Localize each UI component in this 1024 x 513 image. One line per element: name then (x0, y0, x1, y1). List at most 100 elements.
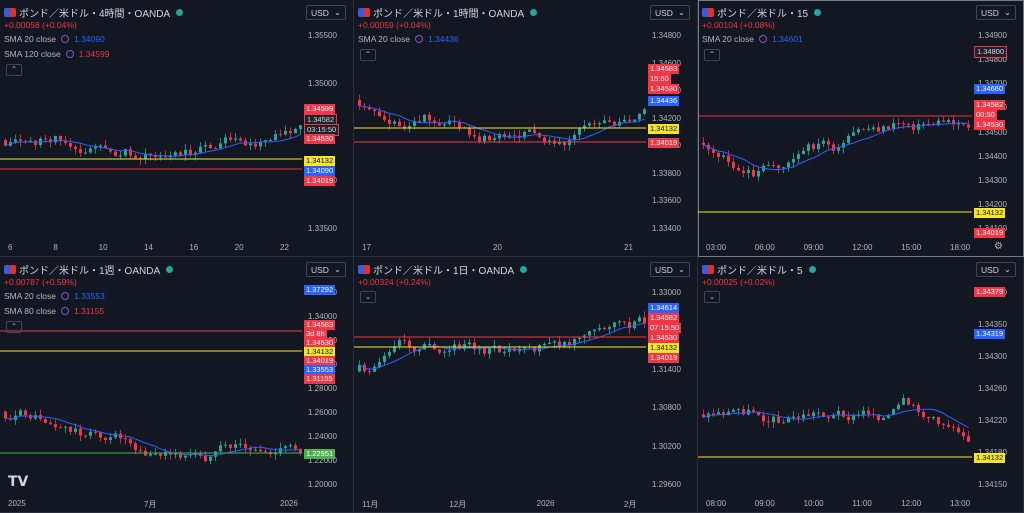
candle-body (373, 109, 376, 112)
candle-body (473, 135, 476, 137)
chart-title[interactable]: ポンド／米ドル・1週・OANDA (4, 262, 174, 277)
candle-body (737, 167, 740, 171)
price-tag: 1.34019 (304, 356, 336, 366)
indicator-settings-icon[interactable] (60, 307, 69, 315)
candle-body (952, 119, 955, 125)
chart-settings-icon[interactable]: ⚙ (994, 241, 1003, 252)
indicator-legend[interactable]: SMA 20 close 1.34601 (702, 34, 803, 44)
chart-panel-1w[interactable]: ポンド／米ドル・1週・OANDA +0.00787 (+0.59%) SMA 20 … (0, 257, 354, 513)
candle-body (752, 169, 755, 177)
candle-chart[interactable] (698, 257, 1024, 513)
candle-body (907, 398, 910, 405)
x-tick-label: 13:00 (950, 499, 971, 508)
candle-body (388, 119, 391, 124)
candle-body (378, 361, 381, 367)
currency-select[interactable]: USD ⌄ (306, 5, 346, 20)
currency-select[interactable]: USD ⌄ (976, 5, 1016, 20)
candle-body (712, 149, 715, 153)
candle-chart[interactable] (698, 0, 1024, 257)
candle-body (189, 149, 192, 155)
indicator-settings-icon[interactable] (414, 35, 423, 43)
chart-panel-15m[interactable]: ポンド／米ドル・15 +0.00104 (+0.08%) SMA 20 close 1… (698, 0, 1024, 257)
candle-body (917, 123, 920, 130)
x-tick-label: 2025 (8, 499, 26, 508)
indicator-settings-icon[interactable] (60, 35, 69, 43)
chart-title[interactable]: ポンド／米ドル・5 (702, 262, 816, 277)
candle-body (548, 342, 551, 345)
currency-select[interactable]: USD ⌄ (306, 262, 346, 277)
gbp-usd-flag-icon (702, 265, 714, 274)
candle-body (643, 317, 646, 324)
candle-body (159, 453, 162, 456)
candle-chart[interactable] (354, 0, 698, 257)
indicator-legend[interactable]: SMA 20 close 1.34090 (4, 34, 105, 44)
price-tag: 1.34019 (974, 228, 1006, 238)
collapse-legend-button[interactable]: ⌃ (360, 49, 376, 61)
candle-body (104, 437, 107, 441)
candle-body (892, 409, 895, 415)
chart-title[interactable]: ポンド／米ドル・4時間・OANDA (4, 5, 184, 20)
currency-select[interactable]: USD ⌄ (650, 262, 690, 277)
chart-panel-4h[interactable]: ポンド／米ドル・4時間・OANDA +0.00058 (+0.04%) SMA 20… (0, 0, 354, 257)
candle-body (184, 455, 187, 458)
collapse-legend-button[interactable]: ⌃ (6, 321, 22, 333)
candle-chart[interactable] (0, 257, 354, 513)
candle-body (702, 142, 705, 145)
indicator-legend[interactable]: SMA 120 close 1.34599 (4, 49, 109, 59)
indicator-legend[interactable]: SMA 20 close 1.34436 (358, 34, 459, 44)
candle-chart[interactable] (354, 257, 698, 513)
candle-body (289, 445, 292, 447)
currency-select[interactable]: USD ⌄ (650, 5, 690, 20)
price-tag: 1.34582 (648, 313, 680, 323)
chart-panel-1h[interactable]: ポンド／米ドル・1時間・OANDA +0.00059 (+0.04%) SMA 20… (354, 0, 698, 257)
x-tick-label: 12月 (449, 500, 467, 509)
chart-title[interactable]: ポンド／米ドル・1時間・OANDA (358, 5, 538, 20)
chart-title[interactable]: ポンド／米ドル・1日・OANDA (358, 262, 528, 277)
candle-chart[interactable] (0, 0, 354, 257)
indicator-label: SMA 20 close (4, 291, 56, 301)
candle-body (403, 126, 406, 129)
candle-body (782, 422, 785, 424)
candle-body (174, 453, 177, 455)
x-tick-label: 20 (234, 243, 244, 252)
candle-body (204, 455, 207, 462)
candle-body (553, 341, 556, 343)
x-tick-label: 12:00 (852, 243, 873, 252)
candle-body (29, 140, 32, 142)
candle-body (887, 414, 890, 418)
chart-panel-5m[interactable]: ポンド／米ドル・5+0.00025 (+0.02%)⌄USD⌄1.344001.… (698, 257, 1024, 513)
candle-body (513, 135, 516, 137)
currency-label: USD (311, 264, 329, 275)
indicator-settings-icon[interactable] (60, 292, 69, 300)
candle-body (229, 137, 232, 140)
currency-select[interactable]: USD ⌄ (976, 262, 1016, 277)
indicator-settings-icon[interactable] (758, 35, 767, 43)
chart-title[interactable]: ポンド／米ドル・15 (702, 5, 822, 20)
collapse-legend-button[interactable]: ⌄ (360, 291, 376, 303)
candle-body (732, 409, 735, 412)
candle-body (588, 331, 591, 336)
candle-body (164, 452, 167, 456)
gbp-usd-flag-icon (358, 8, 370, 17)
candle-body (249, 448, 252, 451)
x-tick-label: 8 (53, 243, 58, 252)
x-tick-label: 22 (280, 243, 289, 252)
symbol-label: ポンド／米ドル・1時間・OANDA (373, 9, 525, 20)
candle-body (772, 165, 775, 167)
candle-body (64, 141, 67, 144)
y-tick-label: 1.34180 (978, 448, 1007, 457)
candle-body (383, 116, 386, 120)
x-tick-label: 10:00 (803, 499, 824, 508)
indicator-settings-icon[interactable] (65, 50, 74, 58)
collapse-legend-button[interactable]: ⌄ (704, 291, 720, 303)
collapse-legend-button[interactable]: ⌃ (704, 49, 720, 61)
indicator-legend[interactable]: SMA 20 close 1.33553 (4, 291, 105, 301)
indicator-legend[interactable]: SMA 80 close 1.31155 (4, 306, 104, 316)
chart-panel-1d[interactable]: ポンド／米ドル・1日・OANDA +0.00324 (+0.24%) ⌄ USD ⌄ 1.… (354, 257, 698, 513)
candle-body (528, 129, 531, 132)
candle-body (84, 435, 87, 437)
y-tick-label: 1.20000 (308, 480, 337, 489)
price-tag: 1.34583 (304, 320, 336, 330)
candle-body (792, 416, 795, 418)
collapse-legend-button[interactable]: ⌃ (6, 64, 22, 76)
